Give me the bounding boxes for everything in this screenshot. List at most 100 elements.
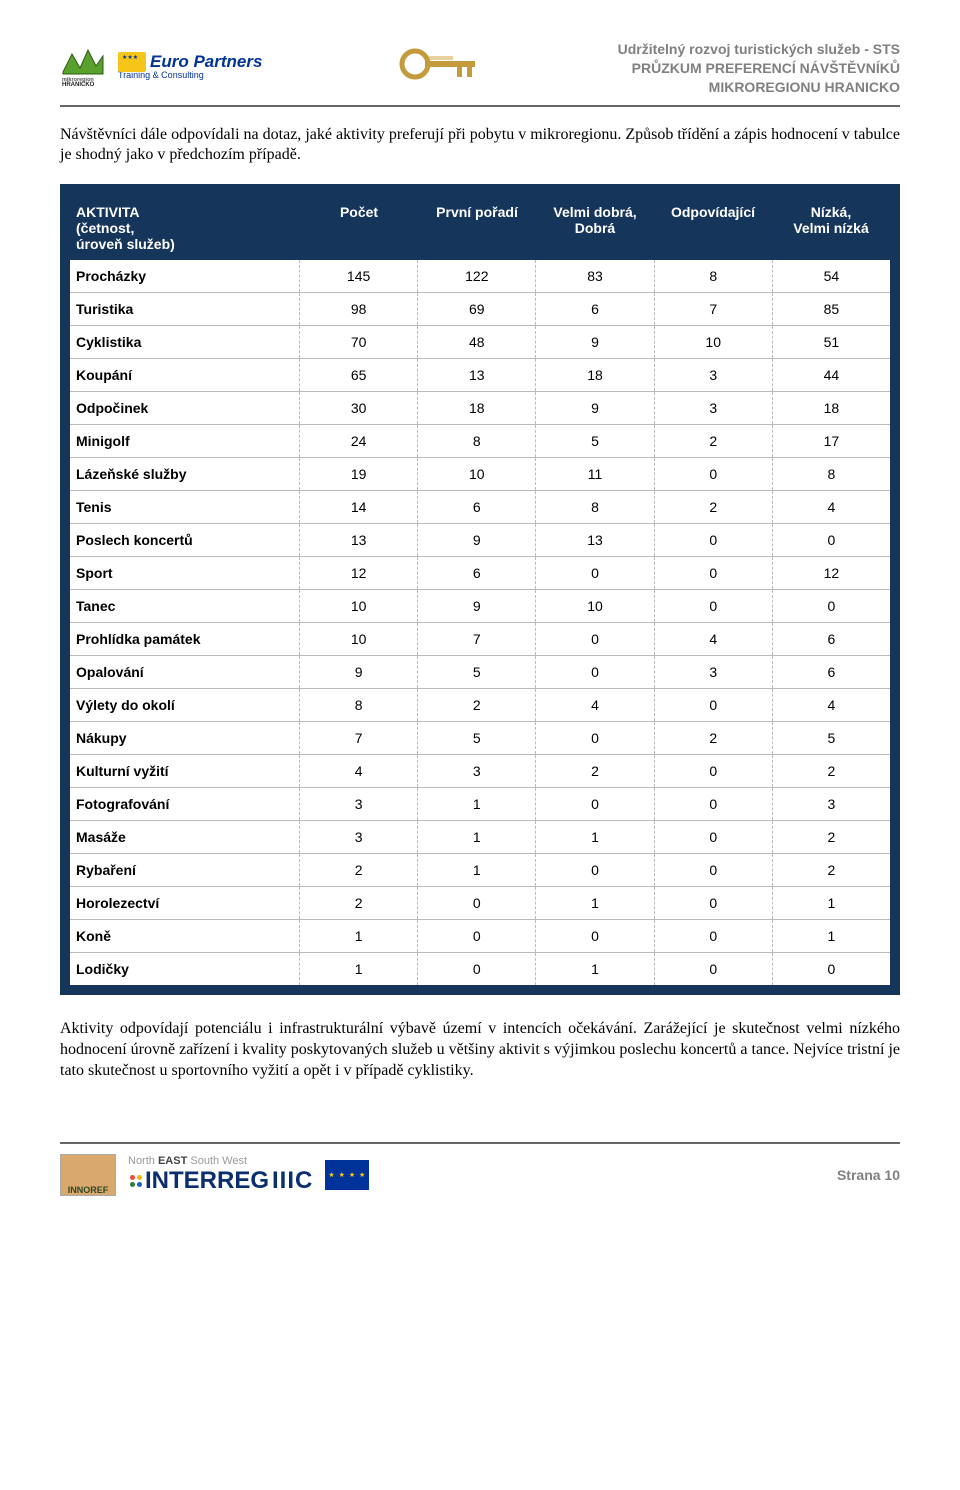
page-number: Strana 10	[837, 1167, 900, 1183]
table-cell-value: 0	[655, 458, 773, 490]
table-cell-value: 0	[655, 557, 773, 589]
table-cell-value: 5	[418, 722, 536, 754]
dot	[130, 1175, 135, 1180]
table-cell-label: Opalování	[70, 656, 300, 688]
table-cell-value: 2	[773, 854, 890, 886]
table-cell-value: 1	[773, 920, 890, 952]
eu-flag-icon: ★ ★ ★ ★	[325, 1160, 369, 1190]
table-cell-value: 6	[773, 623, 890, 655]
table-cell-value: 9	[300, 656, 418, 688]
table-cell-value: 0	[418, 887, 536, 919]
table-cell-value: 8	[773, 458, 890, 490]
interreg-logo: North EAST South West	[128, 1155, 313, 1195]
table-row: Masáže31102	[70, 821, 890, 854]
table-cell-value: 0	[536, 920, 654, 952]
table-header-cell: Velmi dobrá,Dobrá	[536, 196, 654, 260]
table-cell-label: Sport	[70, 557, 300, 589]
table-cell-value: 1	[773, 887, 890, 919]
table-cell-value: 1	[536, 821, 654, 853]
table-cell-value: 0	[655, 887, 773, 919]
table-cell-value: 6	[418, 557, 536, 589]
table-cell-value: 0	[418, 953, 536, 985]
key-logo	[395, 40, 485, 93]
table-cell-value: 13	[418, 359, 536, 391]
table-cell-value: 7	[300, 722, 418, 754]
footer-left: INNOREF North EAST South West	[60, 1154, 369, 1196]
intro-paragraph: Návštěvníci dále odpovídali na dotaz, ja…	[60, 125, 900, 167]
interreg-dots-icon	[130, 1175, 142, 1187]
key-icon	[395, 40, 485, 88]
table-cell-value: 8	[418, 425, 536, 457]
table-cell-value: 4	[536, 689, 654, 721]
table-cell-value: 48	[418, 326, 536, 358]
table-cell-label: Cyklistika	[70, 326, 300, 358]
table-cell-value: 9	[418, 524, 536, 556]
table-cell-value: 0	[773, 590, 890, 622]
table-cell-value: 0	[655, 821, 773, 853]
table-cell-value: 2	[773, 821, 890, 853]
table-cell-value: 5	[536, 425, 654, 457]
table-cell-value: 10	[655, 326, 773, 358]
table-cell-value: 0	[536, 623, 654, 655]
table-cell-value: 6	[418, 491, 536, 523]
table-cell-label: Tenis	[70, 491, 300, 523]
table-cell-value: 0	[536, 557, 654, 589]
table-cell-label: Koupání	[70, 359, 300, 391]
europartners-name: Euro Partners	[150, 52, 262, 72]
table-cell-value: 3	[418, 755, 536, 787]
table-header-cell: Odpovídající	[654, 196, 772, 260]
table-cell-value: 4	[773, 491, 890, 523]
table-cell-value: 17	[773, 425, 890, 457]
table-cell-label: Fotografování	[70, 788, 300, 820]
table-row: Tanec1091000	[70, 590, 890, 623]
table-cell-value: 6	[536, 293, 654, 325]
table-row: Opalování95036	[70, 656, 890, 689]
table-row: Odpočinek30189318	[70, 392, 890, 425]
table-cell-label: Prohlídka památek	[70, 623, 300, 655]
table-cell-value: 3	[655, 359, 773, 391]
table-cell-value: 4	[300, 755, 418, 787]
table-cell-value: 0	[655, 689, 773, 721]
table-cell-value: 6	[773, 656, 890, 688]
table-cell-value: 9	[536, 392, 654, 424]
dot	[130, 1182, 135, 1187]
table-row: Lodičky10100	[70, 953, 890, 985]
table-cell-value: 0	[655, 524, 773, 556]
table-cell-value: 3	[300, 821, 418, 853]
table-cell-value: 2	[300, 887, 418, 919]
table-header-cell: První pořadí	[418, 196, 536, 260]
table-cell-label: Koně	[70, 920, 300, 952]
table-row: Tenis146824	[70, 491, 890, 524]
table-cell-value: 0	[655, 920, 773, 952]
page-footer: INNOREF North EAST South West	[60, 1142, 900, 1196]
table-cell-value: 2	[655, 425, 773, 457]
table-cell-label: Procházky	[70, 260, 300, 292]
table-cell-value: 5	[418, 656, 536, 688]
interreg-text: INTERREG IIIC	[128, 1167, 313, 1195]
europartners-logo: Euro Partners Training & Consulting	[118, 52, 262, 80]
table-cell-value: 0	[536, 656, 654, 688]
table-cell-value: 54	[773, 260, 890, 292]
table-row: Fotografování31003	[70, 788, 890, 821]
page-header: mikroregion HRANICKO Euro Partners Train…	[60, 40, 900, 107]
table-cell-value: 0	[655, 788, 773, 820]
innoref-logo: INNOREF	[60, 1154, 116, 1196]
header-left-logos: mikroregion HRANICKO Euro Partners Train…	[60, 40, 262, 91]
table-header-cell: Počet	[300, 196, 418, 260]
table-cell-value: 3	[655, 656, 773, 688]
table-cell-value: 2	[536, 755, 654, 787]
header-line2: PRŮZKUM PREFERENCÍ NÁVŠTĚVNÍKŮ	[618, 59, 900, 78]
hranicko-logo: mikroregion HRANICKO	[60, 40, 106, 91]
table-cell-value: 8	[655, 260, 773, 292]
table-cell-label: Lázeňské služby	[70, 458, 300, 490]
table-cell-value: 1	[536, 953, 654, 985]
table-cell-value: 0	[536, 722, 654, 754]
table-cell-value: 10	[300, 590, 418, 622]
table-cell-value: 0	[655, 590, 773, 622]
table-cell-value: 85	[773, 293, 890, 325]
table-cell-value: 8	[536, 491, 654, 523]
table-cell-label: Výlety do okolí	[70, 689, 300, 721]
table-cell-label: Lodičky	[70, 953, 300, 985]
table-cell-value: 13	[300, 524, 418, 556]
table-cell-value: 2	[655, 491, 773, 523]
